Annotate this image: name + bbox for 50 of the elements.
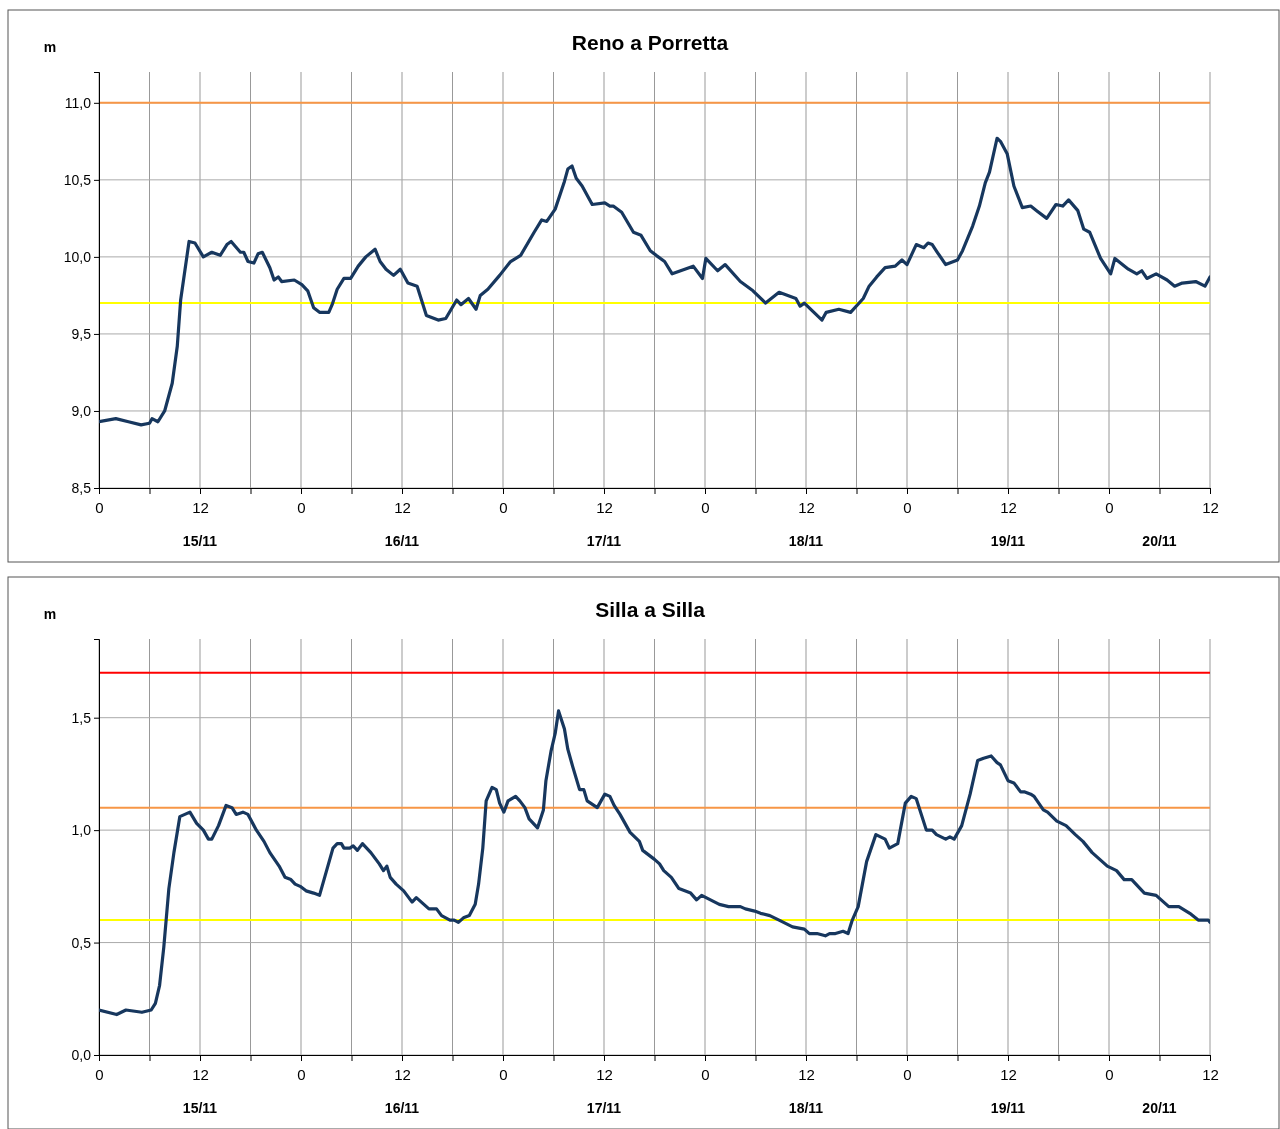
chart-title: Reno a Porretta <box>571 31 729 54</box>
y-tick-label: 8,5 <box>71 479 92 496</box>
x-tick-label: 0 <box>499 1065 508 1083</box>
chart-title: Silla a Silla <box>595 598 706 621</box>
text: 20/11 <box>1142 533 1177 549</box>
text: 18/11 <box>788 1100 824 1116</box>
y-tick-label: 10,0 <box>63 248 92 265</box>
x-tick-label: 12 <box>596 1065 613 1083</box>
x-tick-label: 12 <box>1000 1065 1017 1083</box>
text: 20/11 <box>1142 1100 1177 1116</box>
x-tick-label: 12 <box>192 498 209 516</box>
x-tick-label: 0 <box>1105 1065 1114 1083</box>
x-tick-label: 0 <box>499 498 508 516</box>
y-tick-label: 10,5 <box>63 171 92 188</box>
x-tick-label: 0 <box>701 1065 710 1083</box>
x-tick-label: 12 <box>596 498 613 516</box>
y-tick-label: 1,5 <box>71 709 92 726</box>
x-tick-label: 12 <box>394 1065 411 1083</box>
y-tick-label: 9,5 <box>71 325 92 342</box>
x-tick-label: 12 <box>192 1065 209 1083</box>
text: 19/11 <box>990 1100 1026 1116</box>
text: 16/11 <box>384 533 420 549</box>
x-tick-label: 0 <box>297 1065 306 1083</box>
x-tick-label: 12 <box>1000 498 1017 516</box>
x-tick-label: 12 <box>394 498 411 516</box>
x-tick-label: 12 <box>798 1065 815 1083</box>
x-tick-label: 0 <box>903 498 912 516</box>
x-tick-label: 0 <box>297 498 306 516</box>
x-tick-label: 0 <box>95 498 104 516</box>
text: 17/11 <box>586 533 622 549</box>
y-tick-label: 0,5 <box>71 934 92 951</box>
x-tick-label: 0 <box>701 498 710 516</box>
x-tick-label: 12 <box>1202 1065 1219 1083</box>
x-tick-label: 0 <box>1105 498 1114 516</box>
text: 16/11 <box>384 1100 420 1116</box>
y-tick-label: 0,0 <box>71 1046 92 1063</box>
y-axis-title: m <box>43 39 57 55</box>
text: 17/11 <box>586 1100 622 1116</box>
x-tick-label: 12 <box>798 498 815 516</box>
x-tick-label: 0 <box>95 1065 104 1083</box>
y-tick-label: 9,0 <box>71 402 92 419</box>
y-axis-title: m <box>43 606 57 622</box>
text: 18/11 <box>788 533 824 549</box>
y-tick-label: 1,0 <box>71 822 92 839</box>
y-tick-label: 11,0 <box>64 94 92 111</box>
x-tick-label: 12 <box>1202 498 1219 516</box>
text: 19/11 <box>990 533 1026 549</box>
text: 15/11 <box>182 533 218 549</box>
text: 15/11 <box>182 1100 218 1116</box>
x-tick-label: 0 <box>903 1065 912 1083</box>
